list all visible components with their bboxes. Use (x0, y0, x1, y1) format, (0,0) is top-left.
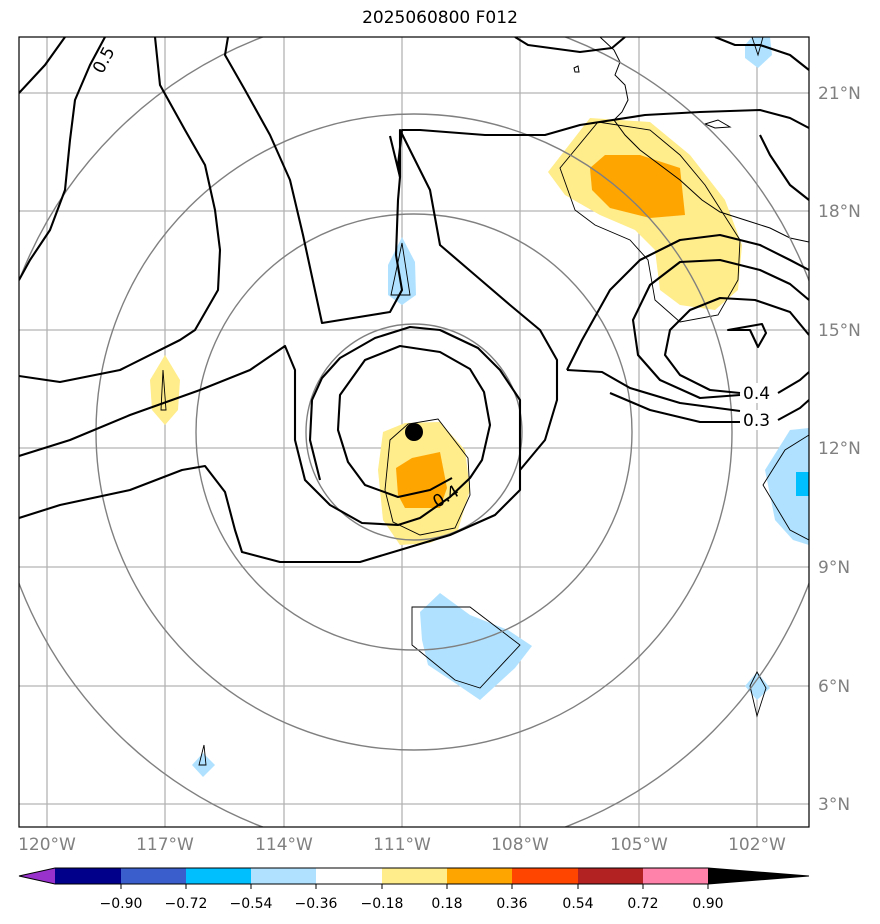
contour-label-3: 0.4 (743, 384, 770, 404)
map-title: 2025060800 F012 (362, 8, 518, 28)
colorbar-tick-label: 0.18 (431, 896, 462, 912)
colorbar-bin (643, 868, 708, 884)
colorbar-extend-high (708, 868, 809, 884)
colorbar-bin (55, 868, 121, 884)
colorbar-bin (512, 868, 578, 884)
negative-region-south (420, 593, 532, 700)
colorbar-tick-label: −0.90 (100, 896, 143, 912)
lat-label-6: 6°N (818, 677, 850, 697)
positive-region-northeast-core (590, 155, 685, 218)
colorbar-tick-label: −0.36 (295, 896, 338, 912)
colorbar-extend-low (19, 868, 55, 884)
positive-region-west (150, 355, 180, 425)
lon-label-117: 117°W (136, 835, 194, 855)
contours (19, 37, 809, 564)
lat-label-3: 3°N (818, 795, 850, 815)
lon-label-114: 114°W (255, 835, 313, 855)
storm-center-marker (405, 423, 423, 441)
lon-label-120: 120°W (18, 835, 76, 855)
colorbar-bin (251, 868, 316, 884)
lat-label-12: 12°N (818, 439, 861, 459)
colorbar-tick-label: 0.36 (496, 896, 527, 912)
colorbar-bin (316, 868, 382, 884)
negative-region-east-core (796, 472, 809, 496)
range-rings (19, 37, 809, 827)
colorbar-tick-label: −0.54 (230, 896, 273, 912)
lon-label-111: 111°W (373, 835, 431, 855)
lon-label-102: 102°W (728, 835, 786, 855)
colorbar: −0.90 −0.72 −0.54 −0.36 −0.18 0.18 0.36 … (18, 867, 810, 912)
lat-label-9: 9°N (818, 558, 850, 578)
colorbar-bin (121, 868, 186, 884)
negative-region-east (765, 428, 809, 545)
colorbar-tick-label: 0.54 (562, 896, 593, 912)
colorbar-bin (186, 868, 251, 884)
colorbar-tick-label: −0.18 (361, 896, 404, 912)
colorbar-tick-label: 0.72 (627, 896, 658, 912)
coastline (573, 37, 809, 243)
colorbar-bin (447, 868, 512, 884)
colorbar-tick-label: 0.90 (692, 896, 723, 912)
colorbar-bin (382, 868, 447, 884)
lon-label-105: 105°W (610, 835, 668, 855)
lat-label-21: 21°N (818, 84, 861, 104)
longitude-labels: 120°W 117°W 114°W 111°W 108°W 105°W 102°… (18, 835, 786, 855)
colorbar-bin (578, 868, 643, 884)
latitude-labels: 21°N 18°N 15°N 12°N 9°N 6°N 3°N (818, 84, 861, 815)
map-border (18, 36, 810, 828)
lat-label-18: 18°N (818, 202, 861, 222)
lon-label-108: 108°W (491, 835, 549, 855)
contour-0.5-west (19, 37, 66, 94)
lat-label-15: 15°N (818, 321, 861, 341)
colorbar-tick-label: −0.72 (165, 896, 208, 912)
shaded-outlines (160, 37, 809, 766)
contour-label-4: 0.3 (743, 411, 770, 431)
